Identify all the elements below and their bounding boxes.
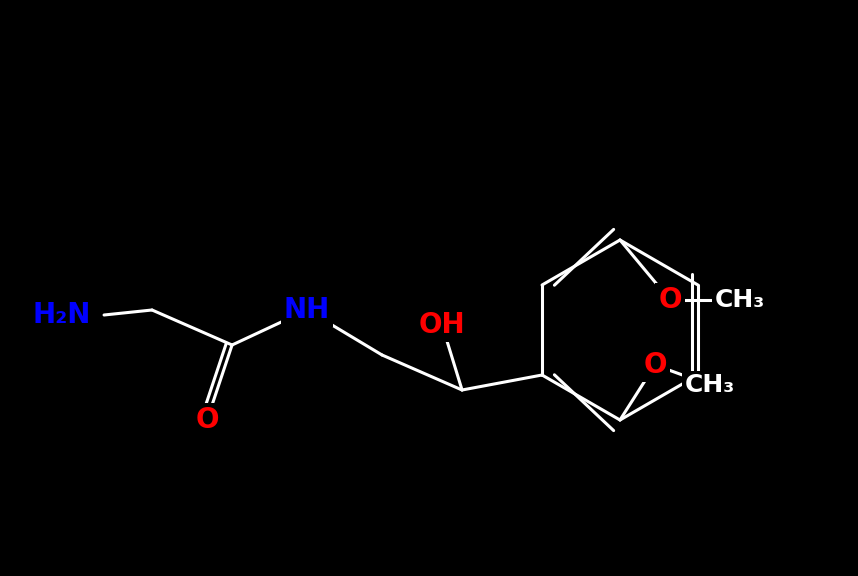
Text: H₂N: H₂N <box>33 301 91 329</box>
Text: O: O <box>644 351 667 379</box>
Text: O: O <box>658 286 682 314</box>
Text: OH: OH <box>419 311 465 339</box>
Text: NH: NH <box>284 296 330 324</box>
Text: O: O <box>196 406 219 434</box>
Text: CH₃: CH₃ <box>685 373 735 397</box>
Text: CH₃: CH₃ <box>715 288 765 312</box>
